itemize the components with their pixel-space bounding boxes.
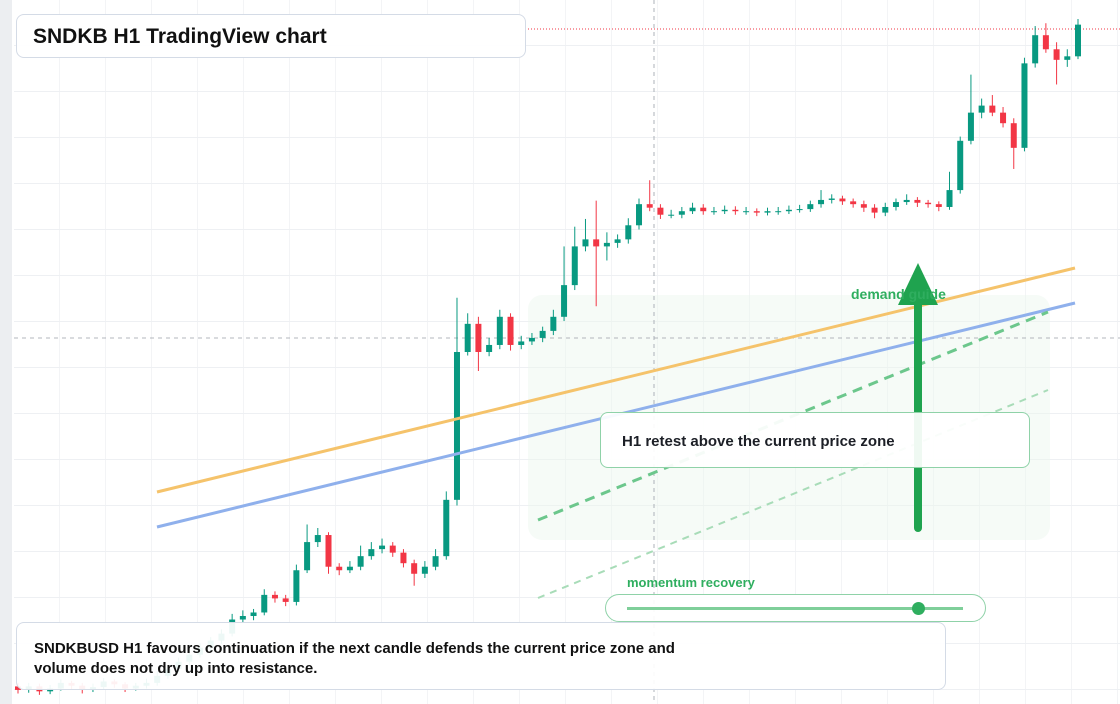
candle-body xyxy=(860,204,867,208)
slider[interactable] xyxy=(605,594,986,622)
candle-body xyxy=(528,337,535,342)
candle-body xyxy=(550,316,557,331)
candle-body xyxy=(346,566,353,571)
candle-body xyxy=(1021,63,1028,148)
candle-body xyxy=(1042,35,1049,50)
candle-body xyxy=(946,190,953,207)
candle-body xyxy=(271,594,278,599)
candle-body xyxy=(1010,123,1017,148)
candle-body xyxy=(336,566,343,571)
candle-body xyxy=(850,201,857,205)
candle-body xyxy=(796,209,803,211)
candle-body xyxy=(657,207,664,215)
zone-label: demand guide xyxy=(851,286,946,302)
candle-body xyxy=(593,239,600,247)
candle-body xyxy=(807,204,814,210)
candle-body xyxy=(464,323,471,352)
candle-body xyxy=(646,204,653,208)
candle-body xyxy=(914,199,921,203)
candle-body xyxy=(689,207,696,212)
candle-body xyxy=(443,499,450,557)
summary-box: SNDKBUSD H1 favours continuation if the … xyxy=(16,622,946,690)
candle-body xyxy=(636,204,643,226)
candle-body xyxy=(389,545,396,553)
summary-text: SNDKBUSD H1 favours continuation if the … xyxy=(34,640,675,677)
candle-body xyxy=(379,545,386,550)
slider-track[interactable] xyxy=(627,607,963,610)
candle-body xyxy=(539,330,546,338)
candle-body xyxy=(871,207,878,213)
candle-body xyxy=(903,199,910,203)
candle-body xyxy=(678,211,685,215)
candle-body xyxy=(1032,35,1039,64)
candle-body xyxy=(411,563,418,574)
candle-body xyxy=(282,598,289,602)
candle-body xyxy=(1053,49,1060,60)
candle-body xyxy=(561,285,568,317)
candle-body xyxy=(775,211,782,213)
candle-body xyxy=(507,316,514,345)
chart-title: SNDKB H1 TradingView chart xyxy=(16,14,526,58)
candle-body xyxy=(967,112,974,141)
candle-body xyxy=(368,549,375,557)
candle-body xyxy=(325,535,332,567)
candle-body xyxy=(496,316,503,345)
toolbar-strip xyxy=(0,0,12,704)
candle-body xyxy=(614,239,621,243)
candle-body xyxy=(625,225,632,240)
candle-body xyxy=(314,535,321,543)
candle-body xyxy=(710,211,717,213)
candle-body xyxy=(753,211,760,213)
candle-body xyxy=(925,202,932,205)
candle-body xyxy=(582,239,589,247)
candle-body xyxy=(475,323,482,352)
candle-body xyxy=(261,594,268,613)
candle-body xyxy=(432,556,439,567)
candle-body xyxy=(1000,112,1007,124)
candle-body xyxy=(518,341,525,345)
candle-body xyxy=(732,209,739,212)
candle-body xyxy=(785,209,792,212)
candle-body xyxy=(1064,56,1071,60)
candle-body xyxy=(839,198,846,202)
candle-body xyxy=(957,140,964,191)
candle-body xyxy=(764,211,771,213)
candle-body xyxy=(700,207,707,212)
candle-body xyxy=(818,199,825,205)
candle-body xyxy=(935,204,942,207)
candle-body xyxy=(571,246,578,286)
slider-knob[interactable] xyxy=(912,602,925,615)
candle-body xyxy=(400,552,407,564)
candle-body xyxy=(978,105,985,113)
candle-body xyxy=(721,209,728,212)
arrow-head xyxy=(898,263,938,305)
callout: H1 retest above the current price zone xyxy=(600,412,1030,468)
candle-body xyxy=(828,198,835,200)
slider-label: momentum recovery xyxy=(627,575,755,590)
candle-body xyxy=(453,352,460,500)
candle-body xyxy=(239,616,246,620)
candle-body xyxy=(293,570,300,602)
candle-body xyxy=(989,105,996,113)
candle-body xyxy=(668,214,675,216)
candle-body xyxy=(421,566,428,574)
candle-body xyxy=(304,542,311,571)
candle-body xyxy=(357,556,364,567)
candle-body xyxy=(882,206,889,213)
candle-body xyxy=(892,202,899,207)
candle-body xyxy=(603,242,610,247)
candle-body xyxy=(486,344,493,352)
candle-body xyxy=(743,211,750,213)
candle-body xyxy=(1075,24,1081,57)
candle-body xyxy=(250,612,257,616)
